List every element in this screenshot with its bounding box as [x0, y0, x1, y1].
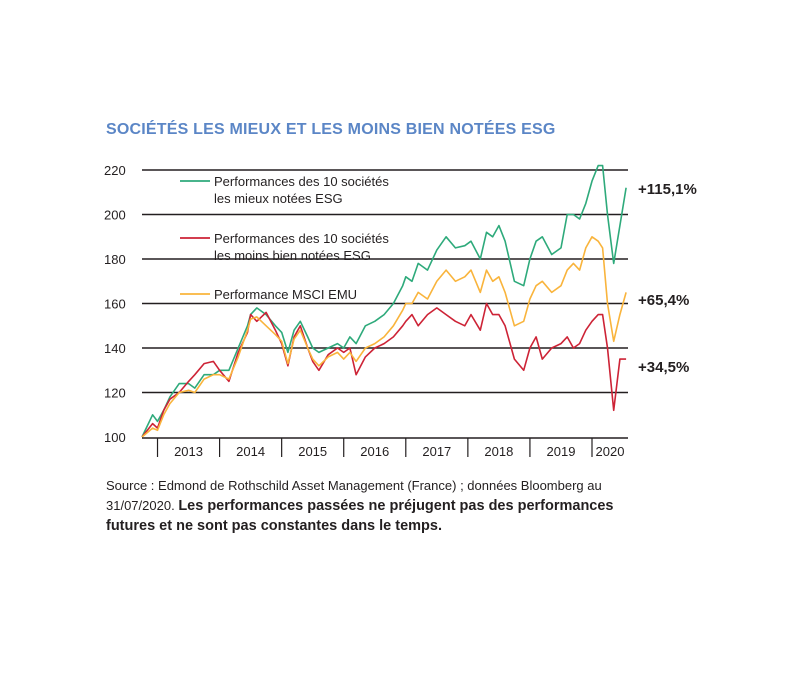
y-tick-label: 160 [104, 297, 126, 312]
y-tick-label: 180 [104, 252, 126, 267]
series-lines [141, 164, 627, 438]
y-tick-label: 100 [104, 430, 126, 445]
legend-label: Performances des 10 sociétés [214, 174, 389, 189]
legend: Performances des 10 sociétés les mieux no… [180, 174, 389, 302]
legend-label: les mieux notées ESG [214, 191, 343, 206]
disclaimer-text: Les performances passées ne préjugent pa… [106, 498, 614, 534]
series-line [141, 236, 627, 438]
end-labels: +115,1% +34,5% +65,4% [638, 181, 697, 376]
x-tick-label: 2016 [360, 444, 389, 459]
x-tick-label: 2015 [298, 444, 327, 459]
end-value-label: +34,5% [638, 359, 689, 376]
y-tick-label: 220 [104, 163, 126, 178]
x-tick-label: 2020 [596, 444, 625, 459]
y-tick-label: 200 [104, 208, 126, 223]
y-tick-label: 120 [104, 386, 126, 401]
source-text: Source : Edmond de Rothschild Asset Mana… [106, 478, 602, 513]
y-tick-label: 140 [104, 341, 126, 356]
end-value-label: +115,1% [638, 181, 697, 198]
axes: 220 200 180 160 140 120 100 2013 2014 2015 2016 201… [104, 163, 628, 459]
x-tick-label: 2014 [236, 444, 265, 459]
chart-title: SOCIÉTÉS LES MIEUX ET LES MOINS BIEN NOT… [106, 121, 556, 138]
x-tick-label: 2018 [484, 444, 513, 459]
x-tick-label: 2017 [422, 444, 451, 459]
series-line [141, 164, 627, 438]
end-value-label: +65,4% [638, 292, 689, 309]
x-tick-label: 2019 [547, 444, 576, 459]
legend-label: Performances des 10 sociétés [214, 231, 389, 246]
series-line [141, 302, 627, 438]
x-tick-label: 2013 [174, 444, 203, 459]
legend-label: Performance MSCI EMU [214, 287, 357, 302]
grid-lines [142, 169, 628, 394]
legend-label: les moins bien notées ESG [214, 248, 371, 263]
source-note: Source : Edmond de Rothschild Asset Mana… [106, 476, 666, 536]
